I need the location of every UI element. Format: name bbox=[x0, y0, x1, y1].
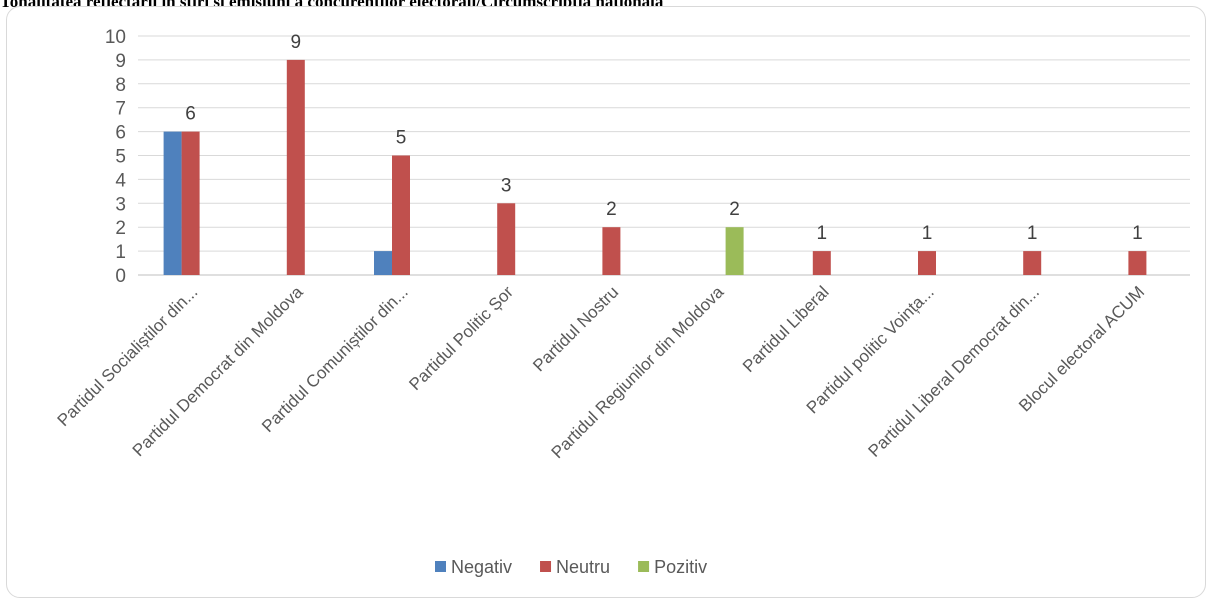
x-category-label: Partidul Politic Șor bbox=[405, 282, 517, 394]
bar-neutru bbox=[497, 203, 516, 275]
data-label: 1 bbox=[817, 223, 828, 244]
data-label: 1 bbox=[1027, 223, 1038, 244]
y-tick-label: 10 bbox=[105, 27, 126, 48]
x-category-label: Partidul Liberal Democrat din... bbox=[865, 282, 1043, 460]
legend-item: Neutru bbox=[540, 557, 610, 577]
bar-neutru bbox=[1023, 251, 1042, 275]
bar-neutru bbox=[812, 251, 831, 275]
bar-negativ bbox=[163, 131, 182, 275]
bar-pozitiv bbox=[725, 227, 744, 275]
bar-neutru bbox=[286, 59, 305, 276]
y-tick-label: 4 bbox=[115, 170, 126, 191]
legend-label: Neutru bbox=[556, 557, 610, 577]
data-label: 2 bbox=[606, 199, 617, 220]
x-category-label: Partidul Democrat din Moldova bbox=[129, 282, 307, 460]
data-label: 6 bbox=[185, 104, 196, 125]
y-tick-label: 7 bbox=[115, 99, 126, 120]
y-tick-label: 9 bbox=[115, 51, 126, 72]
y-tick-label: 1 bbox=[115, 242, 126, 263]
x-category-label: Partidul Regiunilor din Moldova bbox=[548, 282, 728, 462]
legend: Negativ Neutru Pozitiv bbox=[435, 557, 707, 577]
bar-negativ bbox=[374, 251, 392, 275]
x-axis-category-labels: Partidul Socialiștilor din...Partidul De… bbox=[54, 282, 1149, 462]
legend-label: Negativ bbox=[451, 557, 512, 577]
data-label: 5 bbox=[396, 128, 407, 149]
bar-neutru bbox=[181, 131, 200, 275]
data-label: 2 bbox=[729, 199, 740, 220]
y-tick-label: 5 bbox=[115, 147, 126, 168]
data-label: 1 bbox=[1132, 223, 1143, 244]
bar-neutru bbox=[392, 155, 410, 275]
bar-neutru bbox=[918, 251, 936, 275]
x-category-label: Partidul Liberal bbox=[739, 282, 833, 376]
y-tick-label: 3 bbox=[115, 194, 126, 215]
bars bbox=[163, 59, 1147, 276]
legend-swatch bbox=[540, 561, 552, 572]
legend-swatch bbox=[435, 561, 446, 572]
gridlines bbox=[138, 35, 1190, 276]
bar-neutru bbox=[1128, 251, 1147, 275]
data-label: 3 bbox=[501, 175, 512, 196]
page-title: Tonalitatea reflectării în știri și emis… bbox=[0, 0, 1213, 16]
x-category-label: Partidul Nostru bbox=[529, 282, 622, 375]
y-tick-label: 8 bbox=[115, 75, 126, 96]
data-labels: 6 9 5 3 2 2 1 1 1 1 bbox=[185, 32, 1142, 244]
legend-label: Pozitiv bbox=[654, 557, 707, 577]
data-label: 1 bbox=[922, 223, 933, 244]
data-label: 9 bbox=[291, 32, 302, 53]
y-tick-label: 6 bbox=[115, 123, 126, 144]
legend-item: Pozitiv bbox=[638, 557, 707, 577]
bar-neutru bbox=[602, 227, 621, 275]
y-tick-label: 0 bbox=[115, 266, 126, 287]
legend-item: Negativ bbox=[435, 557, 512, 577]
y-axis-tick-labels: 0 1 2 3 45 6 7 8 9 10 bbox=[105, 27, 127, 287]
y-tick-label: 2 bbox=[115, 218, 126, 239]
legend-swatch bbox=[638, 561, 650, 572]
